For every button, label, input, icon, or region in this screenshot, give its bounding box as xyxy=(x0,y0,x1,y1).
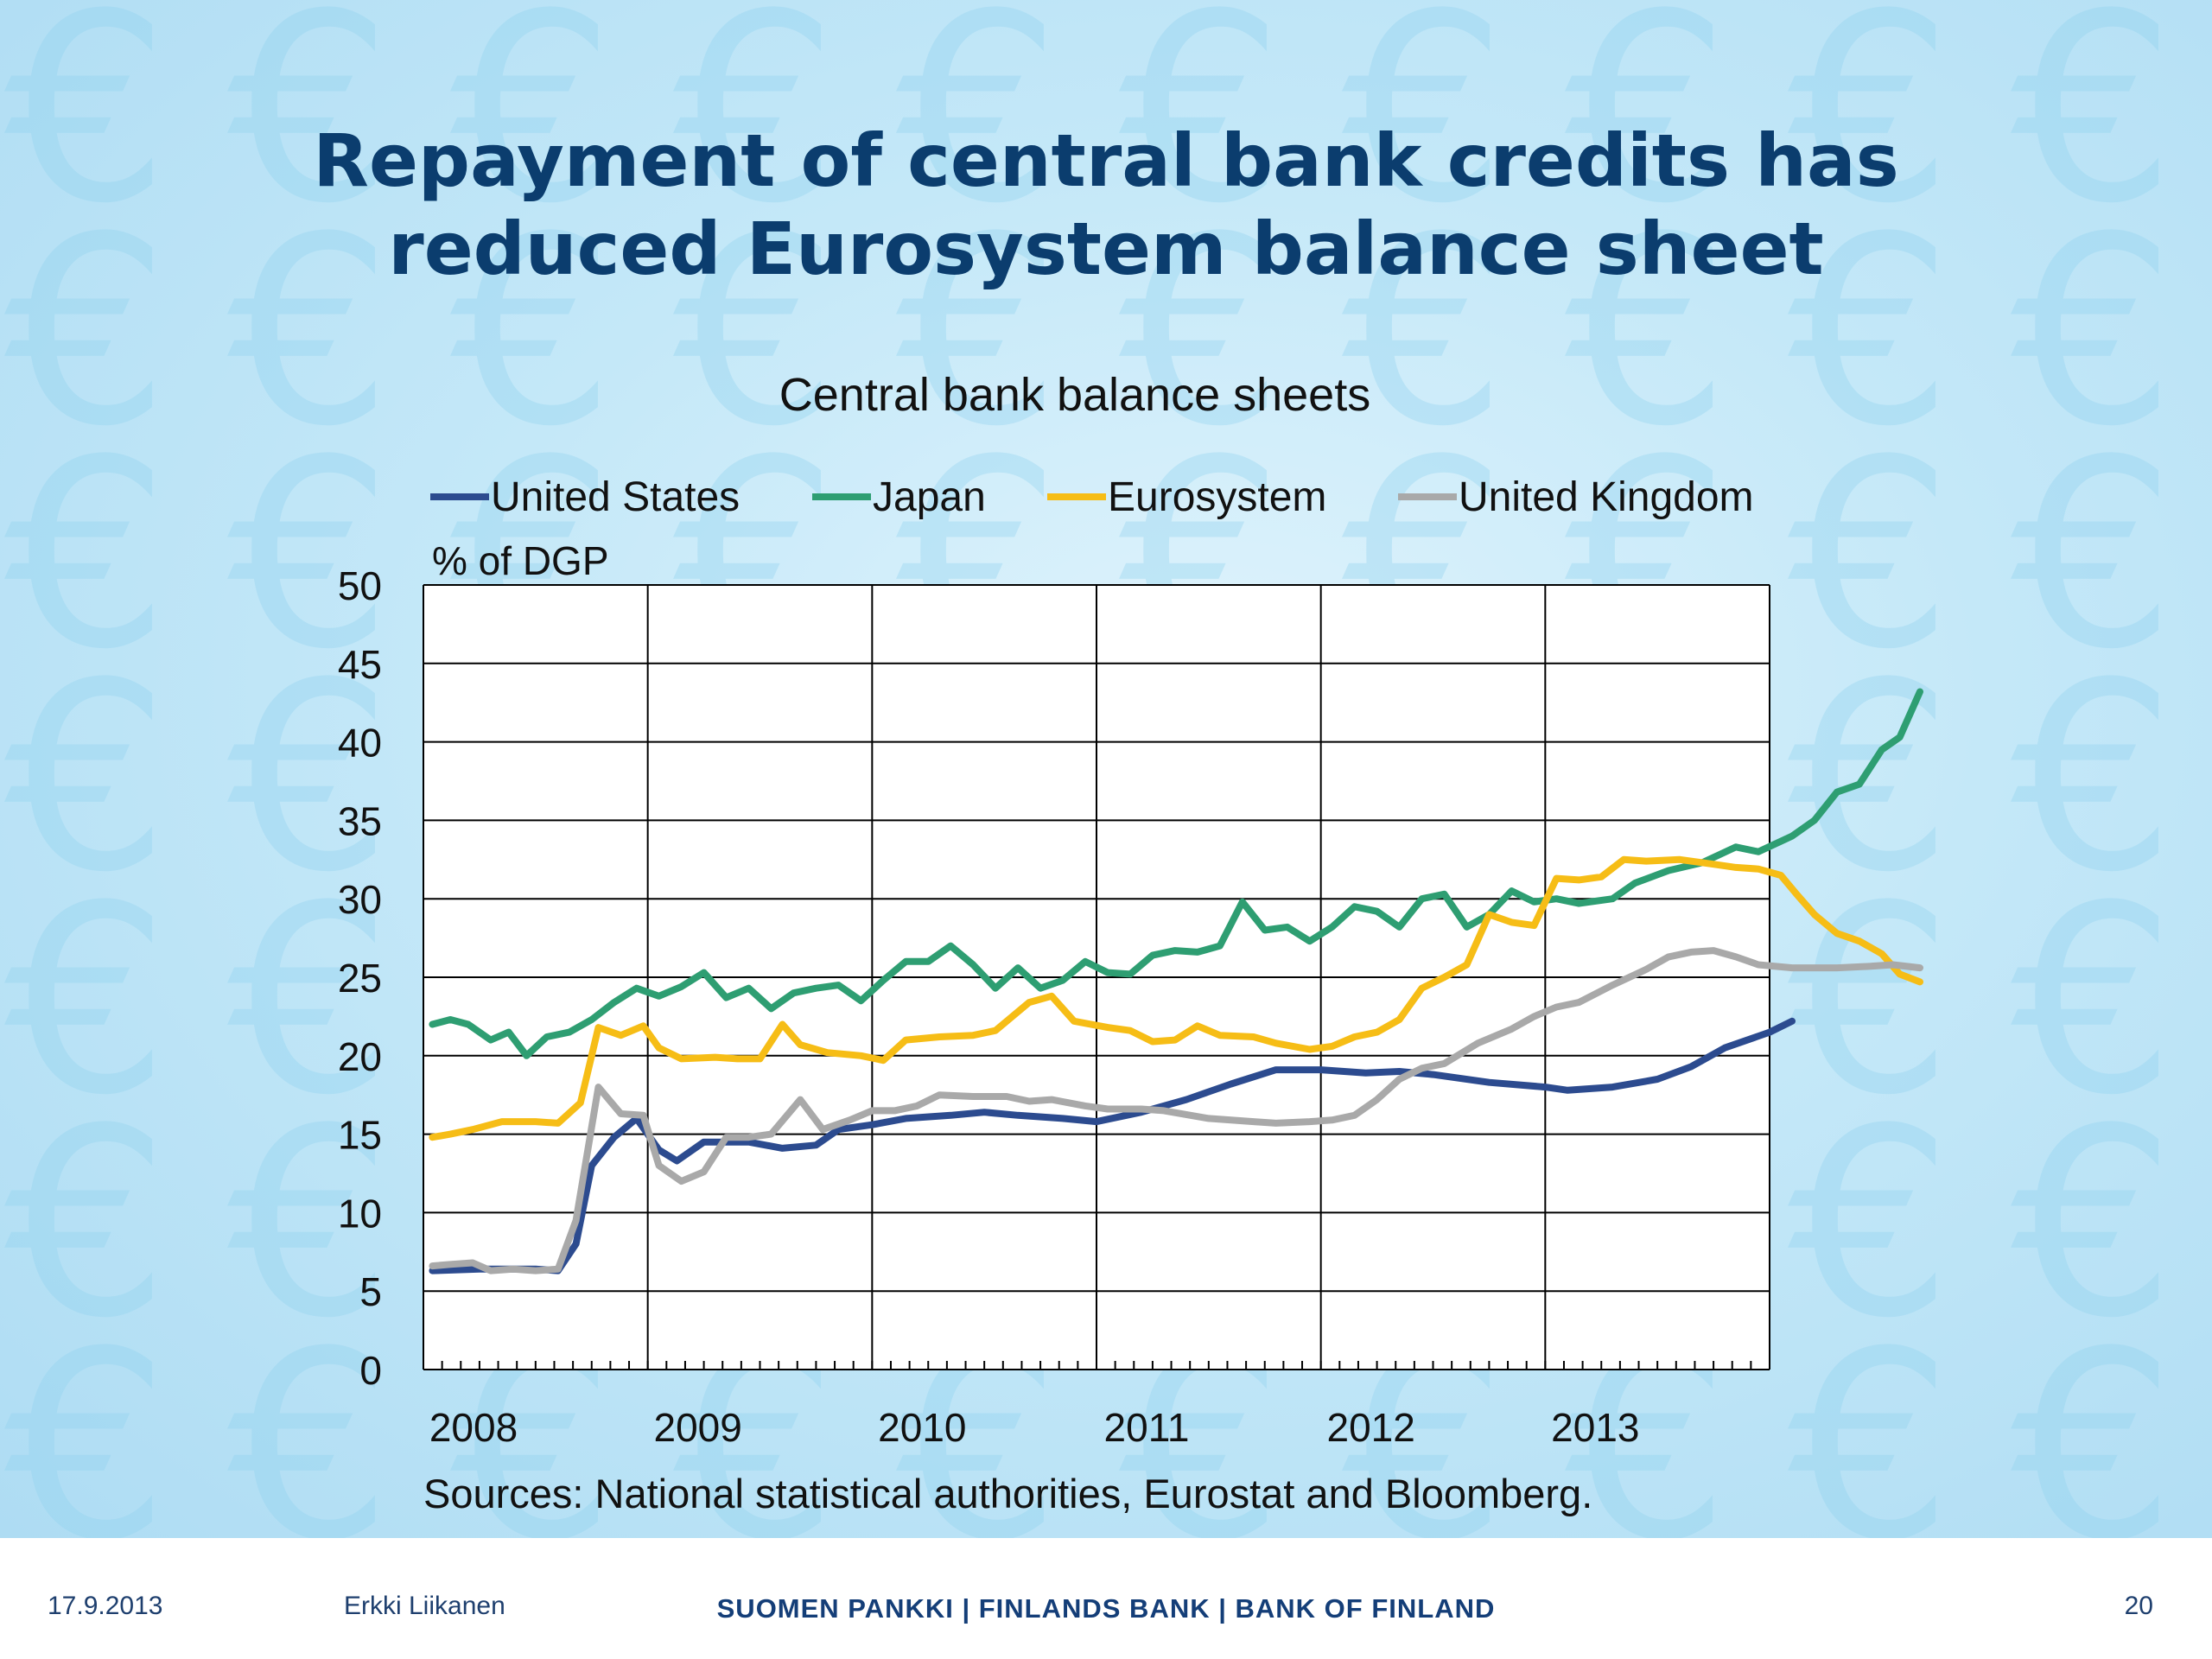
footer-author: Erkki Liikanen xyxy=(344,1592,505,1620)
y-tick-label: 35 xyxy=(338,798,382,843)
euro-watermark-glyph: € xyxy=(2011,0,2176,260)
x-tick-label: 2012 xyxy=(1326,1405,1414,1450)
legend-label: United States xyxy=(491,474,740,520)
euro-watermark-glyph: € xyxy=(1788,1073,1953,1375)
slide-background: € € € € € € € € € € € € € € € € € € € € € € € € € € € € € € € € € € € € € € € €… xyxy=(0,0,2212,1538)
euro-watermark-glyph: € xyxy=(2011,850,2176,1152)
euro-watermark-glyph: € xyxy=(1565,181,1730,483)
series-line-japan xyxy=(429,688,1923,1059)
euro-watermark-glyph: € xyxy=(227,181,392,483)
euro-watermark-glyph: € xyxy=(2011,627,2176,929)
y-tick-label: 0 xyxy=(359,1348,382,1393)
euro-watermark-glyph: € xyxy=(4,404,169,706)
euro-watermark-glyph: € xyxy=(1565,0,1730,260)
euro-watermark-glyph: € xyxy=(4,1073,169,1375)
y-tick-label: 25 xyxy=(338,956,382,1001)
x-tick-label: 2010 xyxy=(878,1405,966,1450)
x-tick-label: 2008 xyxy=(429,1405,518,1450)
legend-label: Japan xyxy=(873,474,986,520)
euro-watermark-glyph: € xyxy=(2011,404,2176,706)
series-line-united-kingdom xyxy=(429,947,1923,1274)
euro-watermark-glyph: € xyxy=(1342,181,1507,483)
footer-date: 17.9.2013 xyxy=(48,1592,163,1620)
euro-watermark-glyph: € xyxy=(450,0,615,260)
chart-source-note: Sources: National statistical authoritie… xyxy=(423,1471,1592,1516)
x-tick-label: 2011 xyxy=(1104,1405,1190,1450)
euro-watermark-glyph: € xyxy=(1119,181,1284,483)
footer-bank-name: SUOMEN PANKKI | FINLANDS BANK | BANK OF … xyxy=(716,1593,1496,1624)
slide-title-line-2: reduced Eurosystem balance sheet xyxy=(388,207,1824,291)
y-tick-label: 10 xyxy=(338,1191,382,1236)
line-chart: Central bank balance sheets 0 5 10 15 20 25 30 3… xyxy=(338,369,1923,1516)
euro-watermark-glyph: € xyxy=(227,404,392,706)
x-tick-label: 2013 xyxy=(1551,1405,1639,1450)
euro-watermark-glyph: € xyxy=(227,0,392,260)
euro-watermark-glyph: € xyxy=(4,850,169,1152)
euro-watermark-glyph: € xyxy=(1788,1296,1953,1538)
y-tick-label: 50 xyxy=(338,563,382,608)
euro-watermark-glyph: € xyxy=(1119,0,1284,260)
euro-watermark-glyph: € xyxy=(1788,181,1953,483)
euro-watermark-glyph: € xyxy=(1342,0,1507,260)
y-tick-label: 30 xyxy=(338,877,382,922)
euro-watermark-glyph: € xyxy=(2011,1073,2176,1375)
euro-watermark-glyph: € xyxy=(227,850,392,1152)
euro-watermark-glyph: € xyxy=(1788,404,1953,706)
euro-watermark-glyph: € xyxy=(673,181,838,483)
y-axis-label: % of DGP xyxy=(432,538,609,583)
euro-watermark-glyph: € xyxy=(1788,0,1953,260)
euro-watermark-glyph: € xyxy=(227,1296,392,1538)
euro-watermark-glyph: € xyxy=(2011,181,2176,483)
footer-page-number: 20 xyxy=(2124,1592,2153,1620)
euro-watermark-glyph: € xyxy=(4,627,169,929)
legend-label: Eurosystem xyxy=(1108,474,1326,520)
euro-watermark-glyph: € xyxy=(4,1296,169,1538)
footer: 17.9.2013 Erkki Liikanen SUOMEN PANKKI |… xyxy=(0,1538,2212,1659)
euro-watermark-glyph: € xyxy=(227,1073,392,1375)
legend-label: United Kingdom xyxy=(1459,474,1754,520)
euro-watermark-glyph: € xyxy=(450,181,615,483)
x-tick-label: 2009 xyxy=(653,1405,741,1450)
series-line-united-states xyxy=(429,1017,1796,1274)
euro-watermark-glyph: € xyxy=(227,627,392,929)
euro-watermark-glyph: € xyxy=(2011,1296,2176,1538)
y-tick-label: 5 xyxy=(359,1269,382,1314)
euro-watermark-glyph: € xyxy=(1788,850,1953,1152)
series-line-eurosystem xyxy=(429,855,1923,1141)
y-tick-label: 15 xyxy=(338,1113,382,1158)
euro-watermark-glyph: € xyxy=(4,0,169,260)
euro-watermark-glyph: € xyxy=(896,0,1061,260)
y-tick-label: 20 xyxy=(338,1034,382,1079)
euro-watermark-glyph: € xyxy=(896,181,1061,483)
chart-title: Central bank balance sheets xyxy=(779,369,1370,421)
euro-watermark-glyph: € xyxy=(673,0,838,260)
y-tick-label: 45 xyxy=(338,642,382,687)
y-tick-label: 40 xyxy=(338,721,382,766)
euro-watermark-glyph: € xyxy=(4,181,169,483)
euro-watermark-glyph: € xyxy=(1788,627,1953,929)
slide-title: Repayment of central bank credits has re… xyxy=(173,117,2039,293)
slide-title-line-1: Repayment of central bank credits has xyxy=(313,118,1899,203)
